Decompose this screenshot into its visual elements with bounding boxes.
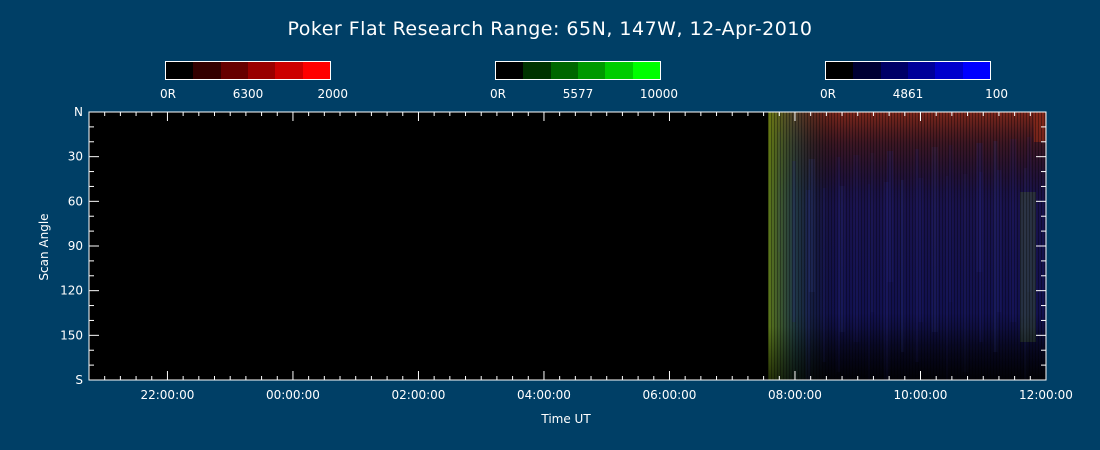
- colorbar-swatch: [880, 62, 908, 79]
- colorbar-swatch: [632, 62, 660, 79]
- colorbar-swatch: [826, 62, 854, 79]
- legend-5577-wavelength-label: 5577: [562, 87, 594, 101]
- x-tick-label: 06:00:00: [643, 388, 697, 402]
- y-tick-label: N: [74, 105, 83, 119]
- colorbar-swatch: [935, 62, 963, 79]
- colorbar-swatch: [550, 62, 578, 79]
- chart-title: Poker Flat Research Range: 65N, 147W, 12…: [287, 18, 813, 40]
- legend-6300-wavelength-label: 6300: [232, 87, 264, 101]
- x-tick-label: 00:00:00: [266, 388, 320, 402]
- colorbar-swatch: [577, 62, 606, 79]
- colorbar-swatch: [907, 62, 936, 79]
- y-tick-label: S: [75, 373, 83, 387]
- legend-6300-max-label: 2000: [317, 87, 348, 101]
- x-axis-ticks: 22:00:00 00:00:00 02:00:00 04:00:00 06:00:00…: [88, 112, 1073, 402]
- colorbar-5577: [495, 61, 661, 80]
- colorbar-swatch: [605, 62, 633, 79]
- y-tick-label: 30: [68, 150, 83, 164]
- colorbar-6300: [165, 61, 331, 80]
- x-tick-label: 08:00:00: [768, 388, 822, 402]
- x-tick-label: 12:00:00: [1019, 388, 1073, 402]
- legend-4861-min-label: 0R: [820, 87, 836, 101]
- legend-6300: 0R 6300 2000: [160, 61, 348, 101]
- colorbar-swatch: [962, 62, 990, 79]
- colorbar-swatch: [166, 62, 194, 79]
- legend-4861: 0R 4861 100: [820, 61, 1008, 101]
- aurora-bottom-fade: [767, 112, 1046, 380]
- colorbar-swatch: [247, 62, 276, 79]
- y-axis-ticks: N 30 60 90 120 150 S: [60, 105, 1046, 387]
- y-tick-label: 90: [68, 239, 83, 253]
- colorbar-swatch: [523, 62, 551, 79]
- x-tick-label: 22:00:00: [140, 388, 194, 402]
- y-tick-label: 120: [60, 284, 83, 298]
- legend-5577: 0R 5577 10000: [490, 61, 678, 101]
- legend-4861-wavelength-label: 4861: [892, 87, 924, 101]
- y-tick-label: 150: [60, 328, 83, 342]
- colorbar-4861: [825, 61, 991, 80]
- legend-6300-min-label: 0R: [160, 87, 176, 101]
- y-tick-label: 60: [68, 194, 83, 208]
- x-tick-label: 04:00:00: [517, 388, 571, 402]
- colorbar-swatch: [220, 62, 248, 79]
- colorbar-swatch: [496, 62, 524, 79]
- legend-5577-max-label: 10000: [639, 87, 678, 101]
- colorbar-swatch: [853, 62, 881, 79]
- legend-5577-min-label: 0R: [490, 87, 506, 101]
- x-tick-label: 02:00:00: [392, 388, 446, 402]
- colorbar-swatch: [193, 62, 221, 79]
- colorbar-swatch: [302, 62, 330, 79]
- y-axis-label: Scan Angle: [37, 213, 51, 281]
- legend-4861-max-label: 100: [985, 87, 1008, 101]
- colorbar-swatch: [275, 62, 303, 79]
- aurora-data-region: [767, 112, 1046, 380]
- x-axis-label: Time UT: [541, 412, 591, 426]
- x-tick-label: 10:00:00: [894, 388, 948, 402]
